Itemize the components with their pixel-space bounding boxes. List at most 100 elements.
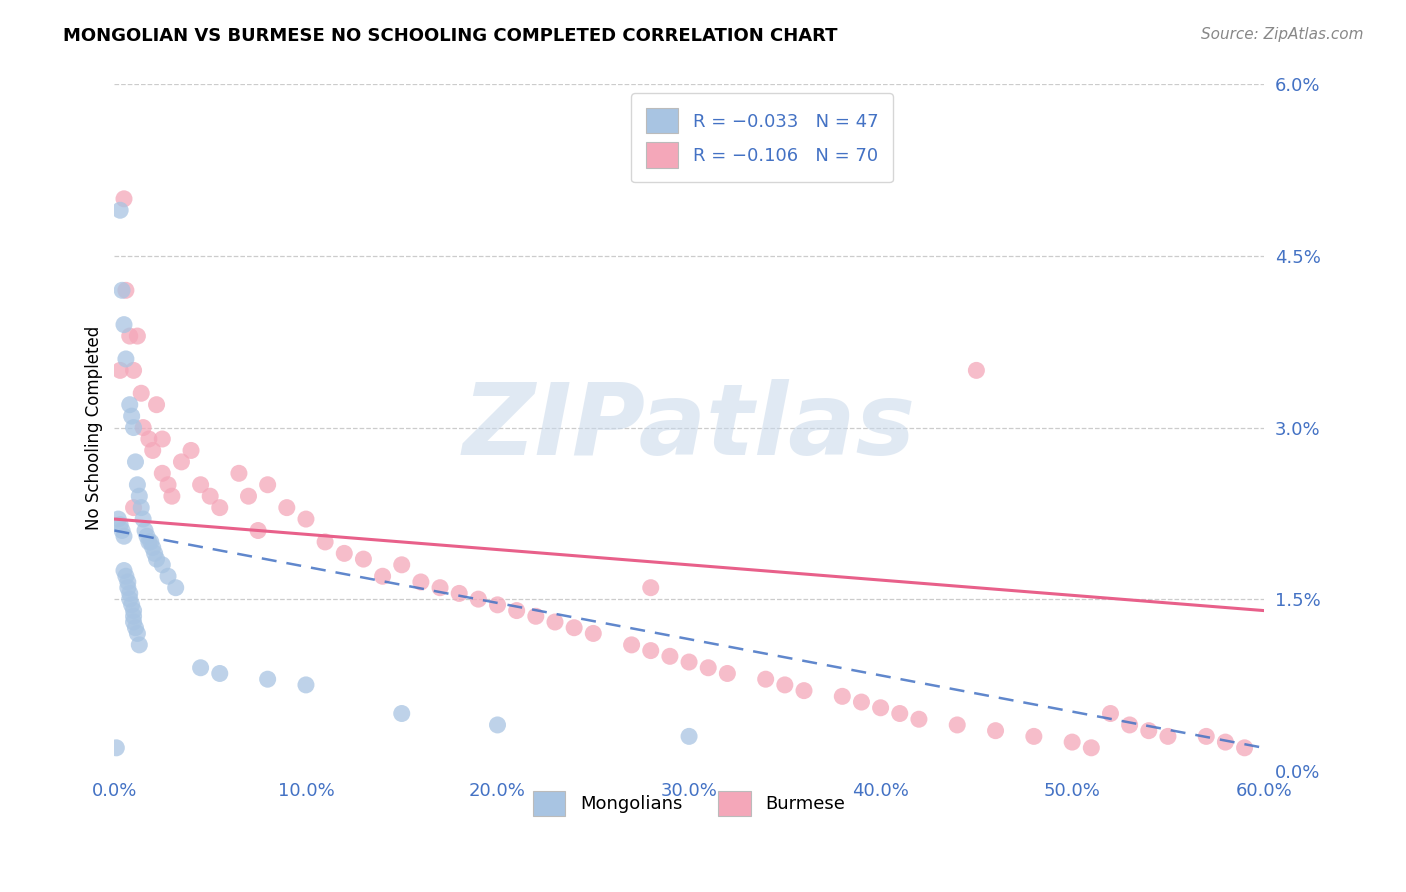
- Point: [391, 558, 413, 572]
- Point: [145, 398, 167, 412]
- Point: [409, 574, 432, 589]
- Point: [139, 535, 162, 549]
- Point: [122, 609, 145, 624]
- Point: [121, 409, 143, 424]
- Point: [138, 432, 160, 446]
- Point: [122, 603, 145, 617]
- Point: [122, 420, 145, 434]
- Point: [112, 564, 135, 578]
- Point: [127, 626, 149, 640]
- Point: [208, 500, 231, 515]
- Point: [190, 477, 212, 491]
- Point: [142, 443, 165, 458]
- Point: [697, 661, 720, 675]
- Point: [429, 581, 451, 595]
- Point: [889, 706, 911, 721]
- Point: [1080, 740, 1102, 755]
- Point: [486, 718, 509, 732]
- Point: [314, 535, 336, 549]
- Point: [122, 615, 145, 629]
- Point: [256, 672, 278, 686]
- Legend: Mongolians, Burmese: Mongolians, Burmese: [526, 783, 852, 823]
- Point: [108, 363, 131, 377]
- Point: [157, 477, 180, 491]
- Point: [108, 203, 131, 218]
- Text: Source: ZipAtlas.com: Source: ZipAtlas.com: [1201, 27, 1364, 42]
- Point: [136, 529, 159, 543]
- Point: [869, 700, 891, 714]
- Point: [138, 535, 160, 549]
- Point: [150, 432, 173, 446]
- Point: [108, 517, 131, 532]
- Point: [1195, 730, 1218, 744]
- Point: [165, 581, 187, 595]
- Point: [333, 546, 356, 560]
- Point: [208, 666, 231, 681]
- Point: [524, 609, 547, 624]
- Point: [295, 678, 318, 692]
- Point: [115, 351, 138, 366]
- Point: [851, 695, 873, 709]
- Point: [391, 706, 413, 721]
- Point: [134, 524, 156, 538]
- Point: [122, 363, 145, 377]
- Point: [678, 730, 700, 744]
- Point: [1215, 735, 1237, 749]
- Point: [467, 592, 489, 607]
- Point: [716, 666, 738, 681]
- Y-axis label: No Schooling Completed: No Schooling Completed: [86, 326, 103, 530]
- Point: [129, 386, 152, 401]
- Point: [128, 489, 150, 503]
- Point: [127, 329, 149, 343]
- Point: [1233, 740, 1256, 755]
- Text: ZIPatlas: ZIPatlas: [463, 379, 915, 476]
- Point: [505, 603, 527, 617]
- Point: [132, 512, 155, 526]
- Text: MONGOLIAN VS BURMESE NO SCHOOLING COMPLETED CORRELATION CHART: MONGOLIAN VS BURMESE NO SCHOOLING COMPLE…: [63, 27, 838, 45]
- Point: [129, 500, 152, 515]
- Point: [486, 598, 509, 612]
- Point: [122, 500, 145, 515]
- Point: [121, 598, 143, 612]
- Point: [544, 615, 567, 629]
- Point: [247, 524, 270, 538]
- Point: [295, 512, 318, 526]
- Point: [562, 621, 585, 635]
- Point: [640, 643, 662, 657]
- Point: [449, 586, 471, 600]
- Point: [118, 592, 141, 607]
- Point: [1118, 718, 1140, 732]
- Point: [1099, 706, 1122, 721]
- Point: [946, 718, 969, 732]
- Point: [157, 569, 180, 583]
- Point: [198, 489, 221, 503]
- Point: [143, 546, 166, 560]
- Point: [831, 690, 853, 704]
- Point: [118, 398, 141, 412]
- Point: [115, 283, 138, 297]
- Point: [145, 552, 167, 566]
- Point: [111, 524, 134, 538]
- Point: [111, 283, 134, 297]
- Point: [132, 420, 155, 434]
- Point: [620, 638, 643, 652]
- Point: [678, 655, 700, 669]
- Point: [658, 649, 681, 664]
- Point: [112, 192, 135, 206]
- Point: [112, 318, 135, 332]
- Point: [115, 569, 138, 583]
- Point: [276, 500, 298, 515]
- Point: [118, 329, 141, 343]
- Point: [908, 712, 931, 726]
- Point: [107, 512, 129, 526]
- Point: [371, 569, 394, 583]
- Point: [1062, 735, 1084, 749]
- Point: [1022, 730, 1045, 744]
- Point: [190, 661, 212, 675]
- Point: [1157, 730, 1180, 744]
- Point: [112, 529, 135, 543]
- Point: [128, 638, 150, 652]
- Point: [1137, 723, 1160, 738]
- Point: [228, 467, 250, 481]
- Point: [105, 740, 128, 755]
